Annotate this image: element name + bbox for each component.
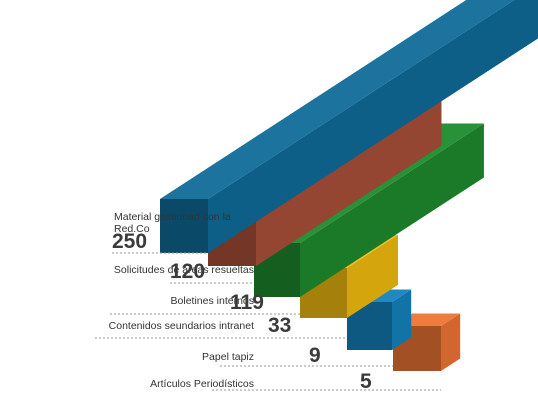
category-label-solicitudes: Solicitudes de áreas resueltas — [113, 264, 254, 276]
bar-side-2 — [256, 91, 442, 266]
value-label-material-gestionado: 250 — [112, 230, 148, 253]
category-label-material-gestionado: Material gestionad con la Red.Co — [114, 211, 254, 235]
value-label-contenidos: 33 — [268, 314, 292, 337]
value-label-articulos: 5 — [360, 370, 372, 393]
bar-front-5 — [347, 302, 392, 350]
bar-side-5 — [392, 289, 412, 350]
value-label-boletines: 119 — [230, 291, 264, 314]
value-label-papel-tapiz: 9 — [309, 344, 321, 367]
bar-front-1 — [160, 199, 208, 253]
bar-side-4 — [347, 234, 399, 318]
bar-side-6 — [441, 313, 461, 371]
category-label-material-line1: Material gestionad con la Red.Co — [114, 211, 231, 235]
category-label-papel-tapiz: Papel tapiz — [202, 351, 254, 363]
category-label-boletines: Boletines internos — [170, 295, 254, 307]
bar-side-1 — [208, 0, 538, 253]
bar-top-1 — [160, 0, 515, 199]
value-label-solicitudes: 120 — [170, 260, 206, 283]
bar-side-3 — [300, 123, 484, 297]
category-label-contenidos: Contenidos seundarios intranet — [108, 320, 254, 332]
category-label-articulos: Artículos Periodísticos — [150, 378, 254, 390]
